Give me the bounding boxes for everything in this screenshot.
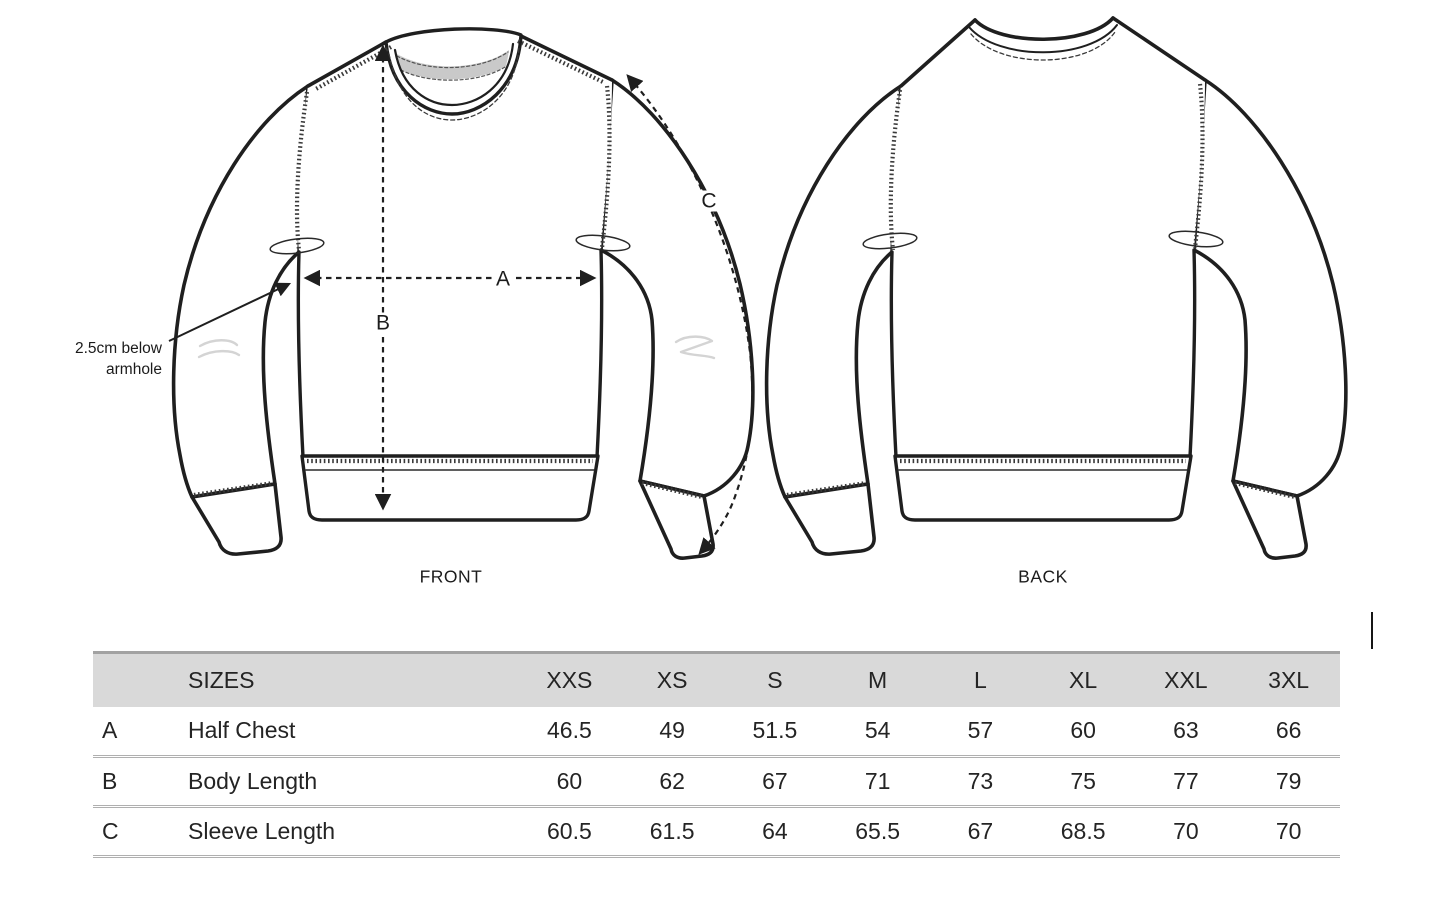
cell-value: 60 (556, 768, 583, 794)
back-neck-edge (973, 16, 1115, 41)
dimension-line-c (626, 74, 754, 555)
column-header: L (973, 666, 987, 693)
row-key: A (102, 717, 118, 744)
cell-value: 67 (967, 818, 994, 844)
dimension-label-c: C (697, 190, 721, 212)
cell-value: 71 (864, 768, 891, 794)
cell-value: 57 (967, 717, 994, 744)
back-right-sleeve (1192, 78, 1348, 498)
back-side-left (889, 250, 898, 459)
armhole-note-line2: armhole (106, 361, 162, 378)
table-row-sleeve-length: C Sleeve Length 60.5 61.5 64 65.5 67 68.… (93, 807, 1340, 857)
cell-value: 60.5 (546, 818, 592, 844)
cell-value: 68.5 (1060, 818, 1106, 844)
armhole-note-line1: 2.5cm below (74, 340, 162, 357)
cell-value: 63 (1173, 717, 1199, 744)
front-side-right (595, 248, 604, 459)
cell-value: 75 (1070, 768, 1096, 794)
back-waistband (893, 454, 1193, 522)
cell-value: 70 (1173, 818, 1199, 844)
armhole-note-arrow (168, 282, 292, 342)
row-label: Sleeve Length (188, 818, 336, 844)
dimension-label-a: A (491, 268, 515, 290)
column-header: XXL (1164, 666, 1208, 693)
sizes-header: SIZES (188, 666, 255, 693)
front-waistband (300, 454, 600, 522)
column-header: XXS (546, 666, 593, 693)
garment-drawings (168, 16, 1348, 560)
front-view-label: FRONT (419, 566, 483, 587)
front-tape-stitch-bottom (400, 66, 506, 81)
dimension-label-b: B (371, 312, 395, 334)
back-neckband (968, 24, 1118, 54)
front-left-armpit-mark (269, 237, 325, 255)
cell-value: 67 (762, 768, 788, 794)
cell-value: 65.5 (855, 818, 900, 844)
cell-value: 79 (1275, 768, 1302, 794)
cell-value: 62 (659, 768, 685, 794)
front-shoulder-left (306, 40, 388, 88)
cell-value: 46.5 (546, 717, 592, 744)
size-table-header-row: SIZES XXS XS S M L XL XXL 3XL (93, 652, 1340, 707)
back-shoulder-left (899, 18, 977, 88)
front-tape-stitch-top (396, 51, 509, 69)
front-shoulder-right (519, 34, 614, 82)
cell-value: 49 (659, 717, 685, 744)
row-key: C (102, 818, 119, 844)
table-row-body-length: B Body Length 60 62 67 71 73 75 77 79 (93, 757, 1340, 807)
back-shoulder-right (1111, 16, 1207, 82)
cell-value: 60 (1070, 717, 1096, 744)
column-header: M (868, 666, 888, 693)
cell-value: 54 (864, 717, 891, 744)
back-left-cuff (783, 482, 876, 556)
row-label: Body Length (188, 768, 318, 794)
back-right-armpit-mark (1168, 230, 1224, 248)
garment-diagram: A B C FRONT BACK 2.5cm below armhole (28, 16, 1348, 587)
front-garment (171, 27, 755, 560)
column-header: 3XL (1268, 666, 1310, 693)
row-label: Half Chest (188, 717, 296, 744)
front-neck-tape (397, 50, 509, 80)
front-side-left (296, 250, 305, 459)
back-side-right (1188, 248, 1197, 459)
column-header: XL (1069, 666, 1098, 693)
text-cursor-artifact (1371, 612, 1373, 649)
back-view-label: BACK (1018, 566, 1068, 587)
cell-value: 51.5 (752, 717, 798, 744)
front-left-sleeve (171, 84, 310, 499)
front-collar-rib (393, 42, 515, 107)
column-header: S (767, 666, 783, 693)
back-left-armpit-mark (862, 232, 918, 250)
back-torso (890, 18, 1205, 457)
back-neck-stitch (970, 31, 1116, 61)
front-left-cuff (190, 482, 283, 556)
size-table: SIZES XXS XS S M L XL XXL 3XL A Half Che… (93, 651, 1340, 858)
armhole-note: 2.5cm below armhole (28, 338, 162, 380)
back-left-sleeve (764, 84, 903, 499)
header-key-cell (93, 653, 188, 707)
column-header: XS (656, 666, 688, 693)
back-garment (764, 16, 1348, 560)
cell-value: 73 (967, 768, 994, 794)
cell-value: 66 (1275, 717, 1302, 744)
table-row-half-chest: A Half Chest 46.5 49 51.5 54 57 60 63 66 (93, 707, 1340, 757)
cell-value: 70 (1275, 818, 1302, 844)
measurement-annotations (168, 44, 754, 555)
cell-value: 61.5 (649, 818, 695, 844)
cell-value: 64 (762, 818, 788, 844)
back-right-cuff (1231, 479, 1308, 560)
row-key: B (102, 768, 118, 794)
cell-value: 77 (1173, 768, 1199, 794)
front-collar-stitch (388, 46, 520, 121)
